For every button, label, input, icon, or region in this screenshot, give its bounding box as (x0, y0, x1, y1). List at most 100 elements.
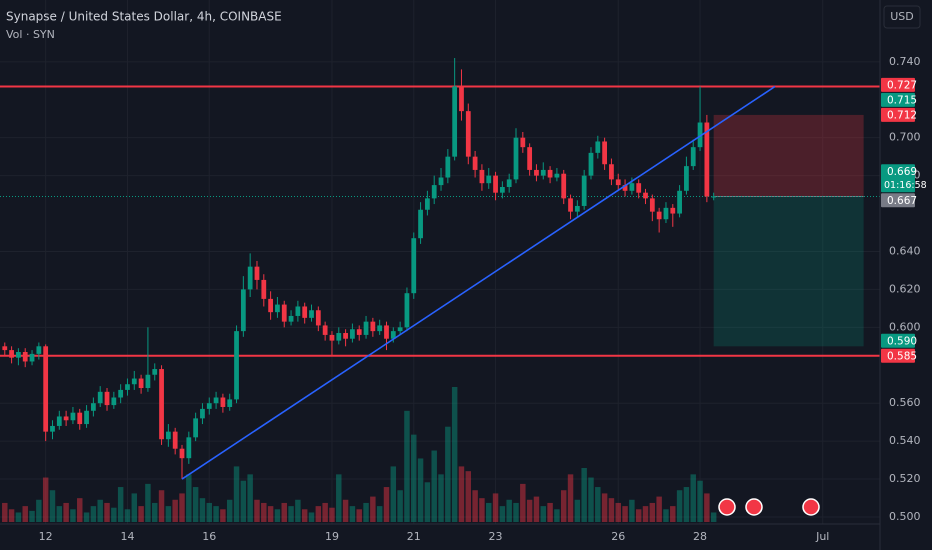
volume-bar (540, 506, 546, 522)
event-flag[interactable] (718, 498, 736, 516)
y-tick-label: 0.520 (889, 472, 921, 485)
volume-bar (240, 480, 247, 522)
candle-body (397, 327, 403, 332)
x-tick-label: 26 (611, 530, 625, 543)
candle-body (70, 412, 76, 421)
candle-body (240, 289, 246, 332)
y-tick-label: 0.700 (889, 131, 921, 144)
volume-bar (226, 499, 233, 522)
candle-body (43, 346, 49, 432)
volume-bar (595, 487, 601, 522)
volume-bar (458, 466, 465, 522)
volume-bar (533, 496, 540, 522)
volume-bar (342, 499, 349, 522)
candle-body (193, 418, 199, 438)
volume-bar (83, 512, 90, 522)
candle-body (513, 137, 519, 180)
volume-bar (472, 490, 478, 522)
y-tick-label: 0.500 (889, 510, 921, 523)
candle-body (261, 279, 267, 299)
volume-bar (417, 458, 424, 522)
volume-bar (42, 477, 49, 522)
volume-bar (267, 506, 274, 522)
candle-body (568, 198, 573, 212)
price-label-box (881, 77, 915, 92)
currency[interactable]: USD (890, 10, 914, 23)
countdown: 01:16:58 (884, 180, 927, 191)
x-tick-label: 12 (39, 530, 53, 543)
volume-bar (547, 502, 553, 522)
candle-body (472, 156, 478, 170)
candle-body (281, 304, 287, 322)
volume-bar (499, 506, 506, 522)
candle-body (677, 190, 682, 214)
volume-bar (622, 506, 628, 522)
candle-body (506, 179, 512, 187)
candle-body (29, 353, 35, 362)
candle-body (574, 205, 580, 212)
candle-body (138, 378, 144, 389)
volume-pane (2, 387, 717, 522)
candle-body (131, 378, 137, 385)
candle-body (622, 185, 628, 191)
volume-bar (179, 493, 185, 522)
volume-bar (465, 471, 472, 522)
volume-bar (479, 498, 485, 522)
volume-bar (567, 474, 574, 522)
volume-bar (349, 506, 356, 522)
volume-bar (670, 506, 676, 522)
volume-bar (404, 410, 410, 522)
volume-bar (601, 493, 608, 522)
y-tick-label: 0.620 (889, 282, 921, 295)
volume-bar (192, 487, 199, 522)
event-flag[interactable] (802, 498, 820, 516)
y-tick-label: 0.640 (889, 244, 921, 257)
y-tick-label: 0.600 (889, 320, 921, 333)
volume-bar (663, 509, 669, 522)
candle-body (186, 437, 192, 459)
volume-bar (376, 506, 383, 522)
volume-bar (581, 468, 587, 522)
volume-bar (138, 506, 144, 522)
candle-body (302, 306, 308, 318)
candle-body (595, 141, 601, 153)
candle-body (425, 198, 430, 210)
candle-body (356, 329, 362, 335)
x-tick-label: 23 (489, 530, 503, 543)
candle-body (200, 408, 205, 419)
x-tick-label: 21 (407, 530, 421, 543)
currency-button[interactable] (883, 5, 921, 29)
candle-body (615, 179, 621, 186)
volume-bar (431, 450, 437, 522)
candle-body (90, 403, 96, 411)
volume-bar (383, 487, 390, 522)
volume-bar (165, 506, 172, 522)
volume-bar (261, 502, 267, 522)
candle-body (418, 209, 423, 239)
x-tick-label: 19 (325, 530, 339, 543)
candle-body (84, 410, 89, 425)
candle-body (609, 164, 614, 180)
candle-body (459, 86, 464, 112)
candle-body (288, 315, 294, 322)
volume-bar (15, 512, 22, 522)
stop-zone (713, 114, 864, 197)
price-label: 0.590 (887, 335, 917, 347)
candle-body (527, 147, 533, 170)
volume-bar (186, 474, 192, 522)
volume-bar (629, 499, 635, 522)
candle-body (77, 412, 83, 425)
volume-bar (63, 502, 69, 522)
volume-bar (336, 474, 342, 522)
volume-bar (288, 506, 294, 522)
candle-body (179, 448, 185, 459)
candle-body (670, 207, 676, 214)
candle-body (384, 325, 389, 339)
candle-body (636, 183, 642, 193)
event-flag[interactable] (745, 498, 763, 516)
candle-body (22, 351, 28, 362)
price-label: 0.667 (887, 195, 917, 207)
candle-body (165, 431, 171, 440)
candle-body (145, 374, 151, 389)
